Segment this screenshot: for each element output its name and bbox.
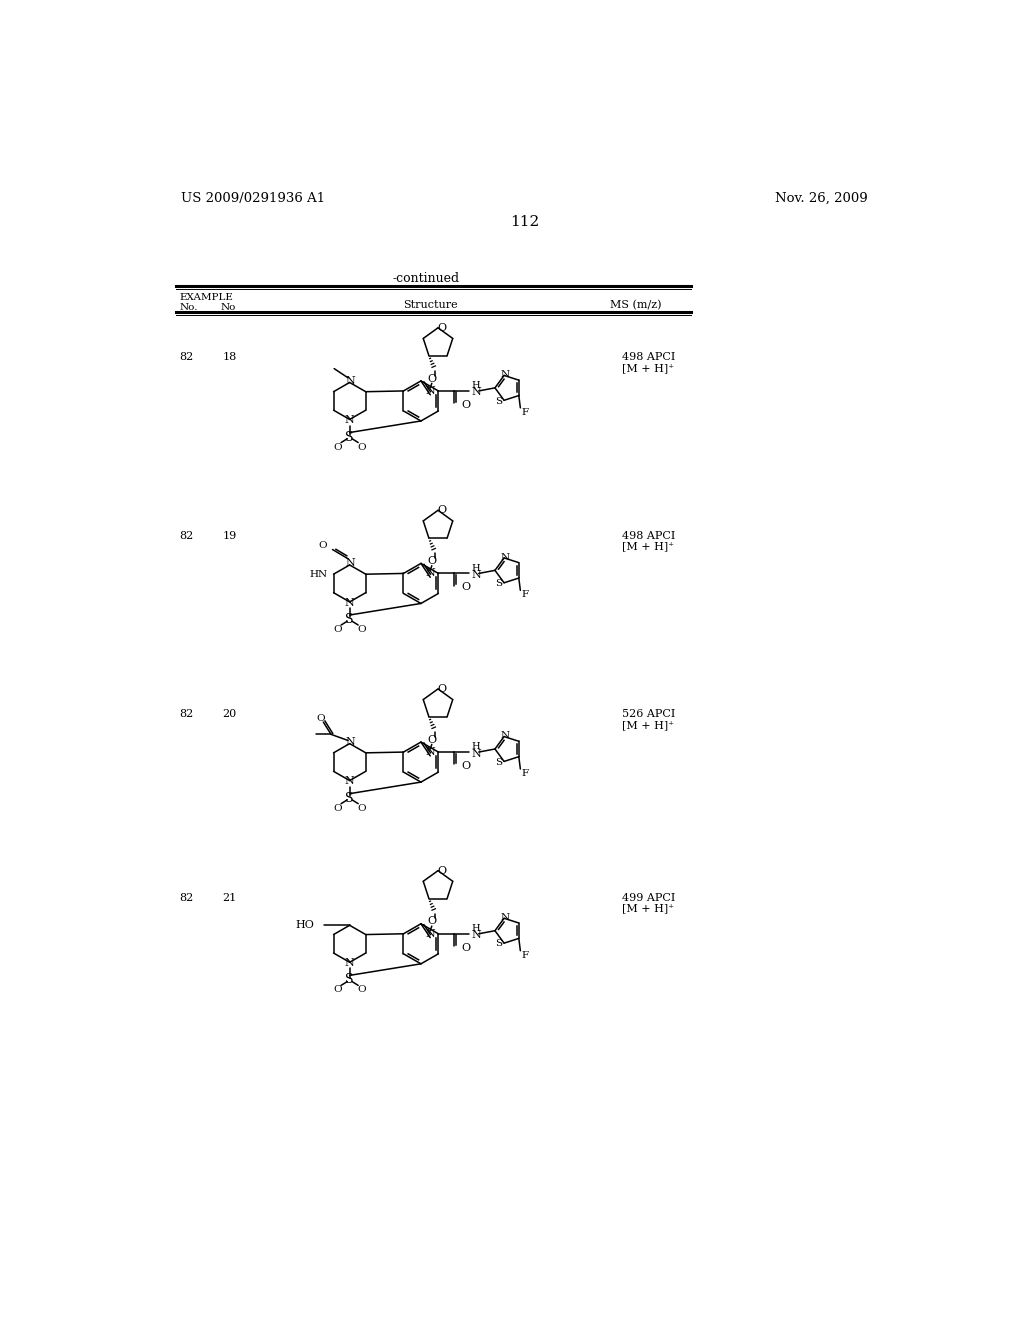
Text: S: S [496, 940, 503, 949]
Text: N: N [472, 748, 481, 759]
Text: No: No [221, 302, 237, 312]
Text: O: O [334, 442, 342, 451]
Text: N: N [472, 388, 481, 397]
Text: H: H [472, 381, 480, 389]
Text: N: N [501, 370, 509, 379]
Text: O: O [461, 582, 470, 593]
Text: 19: 19 [222, 531, 237, 541]
Text: O: O [461, 760, 470, 771]
Text: 82: 82 [179, 892, 194, 903]
Text: N: N [425, 747, 435, 758]
Text: [M + H]⁺: [M + H]⁺ [623, 363, 675, 372]
Text: O: O [437, 684, 446, 694]
Text: O: O [357, 442, 366, 451]
Text: F: F [522, 408, 529, 417]
Text: N: N [472, 570, 481, 579]
Text: N: N [425, 929, 435, 939]
Text: H: H [472, 564, 480, 573]
Text: N: N [501, 913, 509, 921]
Text: 82: 82 [179, 531, 194, 541]
Text: HN: HN [309, 570, 328, 578]
Text: O: O [461, 942, 470, 953]
Text: S: S [496, 579, 503, 589]
Text: O: O [357, 626, 366, 634]
Text: N: N [425, 569, 435, 578]
Text: N: N [345, 376, 355, 385]
Text: 498 APCI: 498 APCI [623, 531, 676, 541]
Text: F: F [522, 950, 529, 960]
Text: H: H [472, 742, 480, 751]
Text: 18: 18 [222, 352, 237, 362]
Text: N: N [345, 558, 355, 569]
Text: H: H [472, 924, 480, 933]
Text: -continued: -continued [393, 272, 460, 285]
Text: O: O [357, 804, 366, 813]
Text: 82: 82 [179, 352, 194, 362]
Text: EXAMPLE: EXAMPLE [179, 293, 233, 301]
Text: S: S [345, 792, 354, 805]
Text: US 2009/0291936 A1: US 2009/0291936 A1 [180, 191, 325, 205]
Text: N: N [344, 776, 353, 787]
Text: F: F [522, 590, 529, 599]
Text: O: O [427, 374, 436, 384]
Text: O: O [357, 986, 366, 994]
Text: S: S [345, 973, 354, 986]
Text: MS (m/z): MS (m/z) [610, 301, 662, 310]
Text: O: O [427, 916, 436, 927]
Text: O: O [334, 986, 342, 994]
Text: 526 APCI: 526 APCI [623, 709, 676, 719]
Text: [M + H]⁺: [M + H]⁺ [623, 721, 675, 730]
Text: 21: 21 [222, 892, 237, 903]
Text: S: S [496, 758, 503, 767]
Text: 112: 112 [510, 215, 540, 228]
Text: N: N [501, 553, 509, 561]
Text: [M + H]⁺: [M + H]⁺ [623, 541, 675, 552]
Text: N: N [344, 598, 353, 607]
Text: Nov. 26, 2009: Nov. 26, 2009 [775, 191, 868, 205]
Text: O: O [437, 323, 446, 333]
Text: HO: HO [296, 920, 314, 931]
Text: N: N [344, 958, 353, 968]
Text: O: O [334, 626, 342, 634]
Text: O: O [427, 735, 436, 744]
Text: O: O [316, 714, 326, 722]
Text: N: N [344, 416, 353, 425]
Text: N: N [472, 931, 481, 940]
Text: [M + H]⁺: [M + H]⁺ [623, 903, 675, 913]
Text: 20: 20 [222, 709, 237, 719]
Text: Structure: Structure [402, 301, 458, 310]
Text: S: S [345, 430, 354, 444]
Text: S: S [496, 396, 503, 405]
Text: S: S [345, 612, 354, 626]
Text: F: F [522, 770, 529, 777]
Text: O: O [437, 506, 446, 515]
Text: N: N [345, 737, 355, 747]
Text: O: O [334, 804, 342, 813]
Text: O: O [461, 400, 470, 409]
Text: 499 APCI: 499 APCI [623, 892, 676, 903]
Text: 498 APCI: 498 APCI [623, 352, 676, 362]
Text: N: N [425, 385, 435, 396]
Text: No.: No. [179, 302, 198, 312]
Text: O: O [437, 866, 446, 875]
Text: N: N [501, 731, 509, 741]
Text: 82: 82 [179, 709, 194, 719]
Text: O: O [427, 556, 436, 566]
Text: O: O [318, 541, 328, 550]
